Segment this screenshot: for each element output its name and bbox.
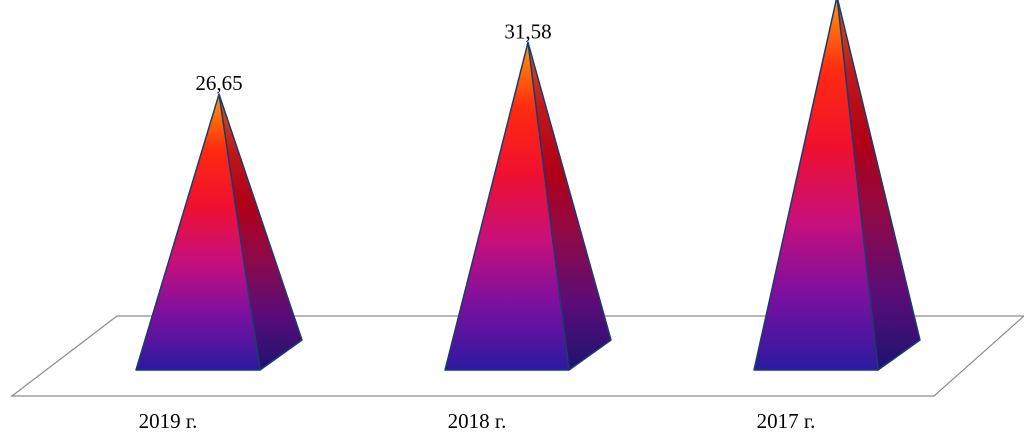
data-label: 31,58 xyxy=(504,19,551,43)
data-label: 26,65 xyxy=(195,71,242,95)
pyramid-front-face xyxy=(753,0,879,371)
x-tick-label: 2019 г. xyxy=(139,409,198,433)
pyramid-bar-2: 35,952017 г. xyxy=(753,0,921,433)
pyramid-bar-0: 26,65 2019 г. xyxy=(135,71,303,433)
pyramid-bar-1: 31,58 2018 г. xyxy=(444,19,612,433)
chart-floor xyxy=(10,315,1024,397)
pyramid-front-face xyxy=(444,41,570,371)
x-tick-label: 2018 г. xyxy=(448,409,507,433)
pyramid-front-face xyxy=(135,93,261,371)
x-tick-label: 2017 г. xyxy=(757,409,816,433)
